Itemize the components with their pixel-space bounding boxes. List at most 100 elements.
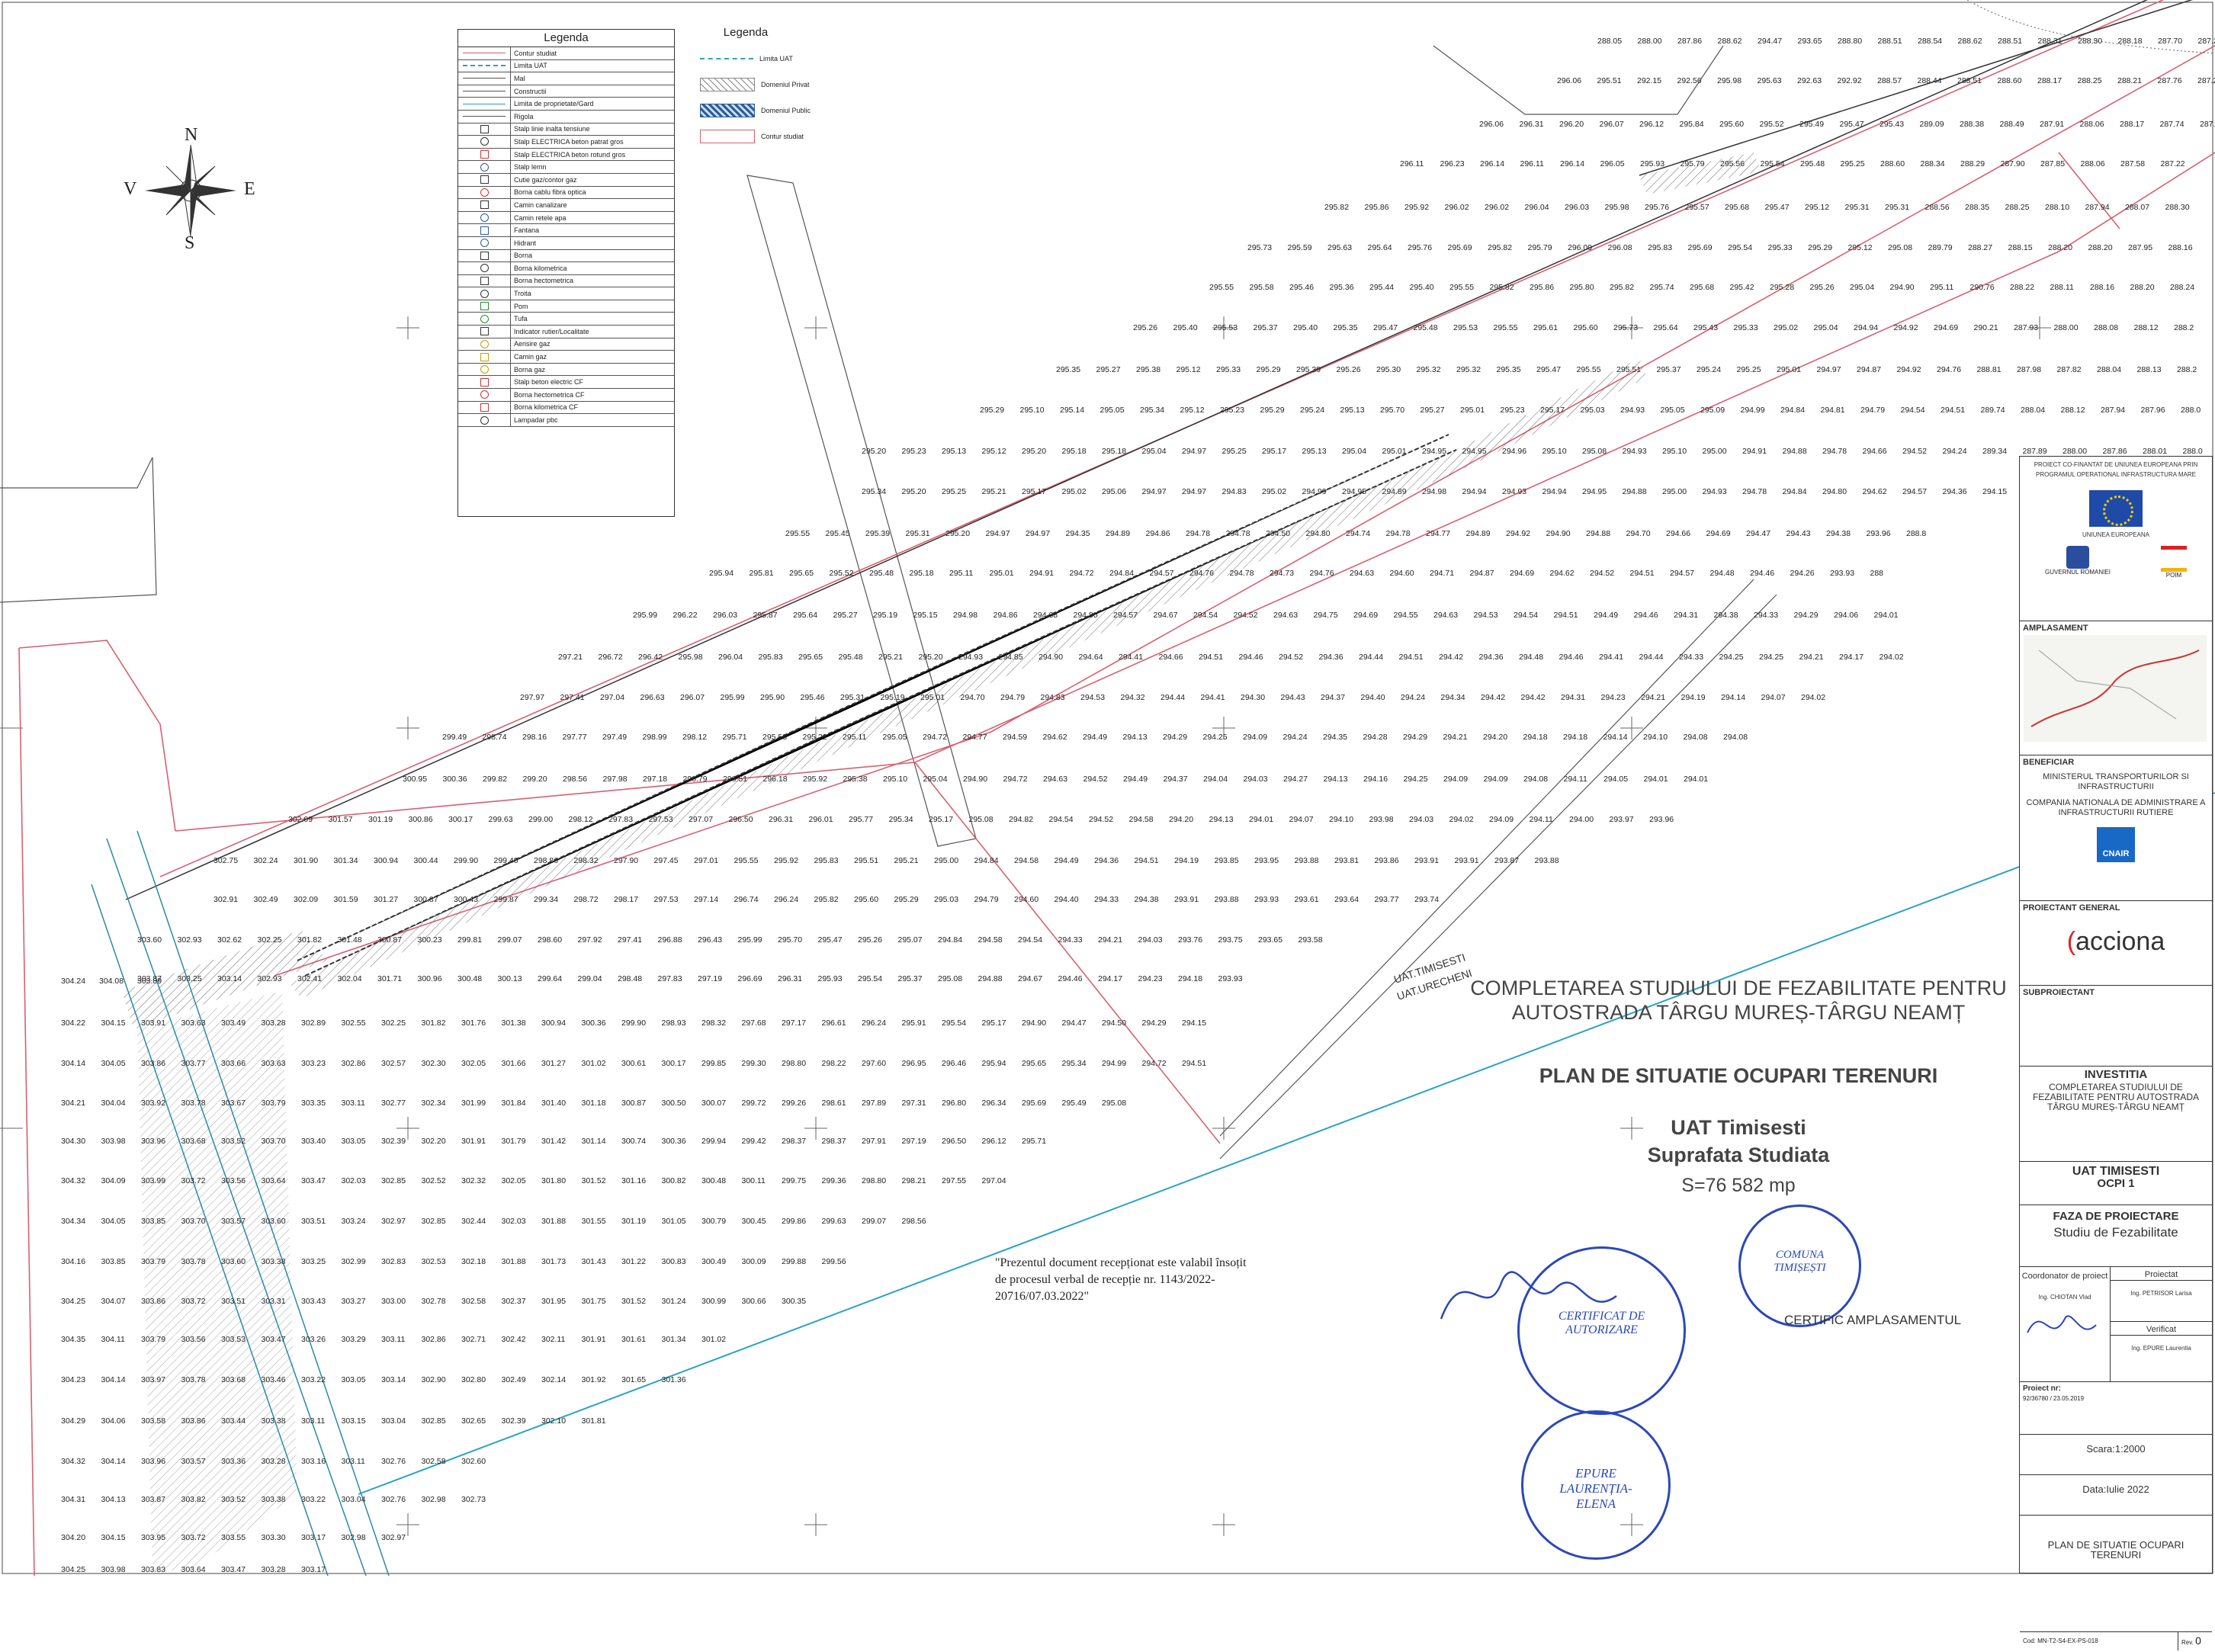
elevation-label: 303.11	[381, 1335, 405, 1344]
elevation-label: 303.68	[181, 1137, 206, 1146]
elevation-label: 295.82	[1610, 283, 1634, 292]
elevation-label: 294.68	[1033, 611, 1058, 620]
elevation-label: 294.90	[1038, 653, 1063, 662]
beneficiar-box: BENEFICIAR MINISTERUL TRANSPORTURILOR SI…	[2020, 755, 2212, 901]
elevation-label: 295.48	[1414, 323, 1438, 332]
elevation-label: 303.28	[262, 1018, 286, 1028]
elevation-label: 294.43	[1786, 529, 1811, 538]
elevation-label: 295.77	[849, 815, 873, 824]
elevation-label: 303.30	[262, 1533, 286, 1542]
elevation-label: 297.53	[654, 895, 679, 904]
elevation-label: 294.08	[1684, 733, 1708, 742]
elevation-label: 296.43	[698, 935, 722, 945]
elevation-label: 294.90	[1546, 529, 1571, 538]
elevation-label: 296.80	[942, 1099, 966, 1108]
elevation-label: 301.88	[541, 1217, 566, 1226]
elevation-label: 295.06	[1102, 487, 1126, 496]
elevation-label: 296.07	[1600, 120, 1624, 129]
elevation-label: 303.23	[301, 1059, 326, 1068]
elevation-label: 295.25	[1222, 447, 1247, 456]
elevation-label: 304.14	[61, 1059, 85, 1068]
elevation-label: 294.10	[1329, 815, 1353, 824]
legend-row: Limita UAT	[458, 60, 674, 73]
elevation-label: 294.09	[1443, 775, 1468, 784]
elevation-label: 294.09	[1484, 775, 1508, 784]
elevation-label: 295.47	[1536, 365, 1561, 374]
elevation-label: 300.94	[374, 856, 398, 865]
legend-label: Constructii	[511, 88, 547, 95]
elevation-label: 294.57	[1902, 487, 1927, 496]
elevation-label: 304.05	[101, 1059, 126, 1068]
elevation-label: 295.26	[858, 935, 882, 945]
elevation-label: 302.18	[461, 1257, 486, 1266]
elevation-label: 296.07	[680, 693, 705, 702]
elevation-label: 296.24	[862, 1018, 886, 1028]
legend-row: Borna cablu fibra optica	[458, 187, 674, 200]
elevation-label: 304.14	[101, 1375, 126, 1384]
elevation-label: 304.34	[61, 1217, 85, 1226]
elevation-label: 295.99	[721, 693, 745, 702]
elevation-label: 294.55	[1394, 611, 1418, 620]
elevation-label: 303.49	[221, 1018, 246, 1028]
elevation-label: 288.31	[2038, 37, 2063, 46]
elevation-label: 294.66	[1159, 653, 1183, 662]
proiectant-box: PROIECTANT GENERAL (acciona	[2020, 901, 2212, 986]
elevation-label: 298.37	[782, 1137, 806, 1146]
elevation-label: 295.43	[1693, 323, 1718, 332]
legend-symbol-icon	[458, 85, 511, 98]
legend2-label: Contur studiat	[761, 133, 804, 140]
elevation-label: 295.76	[1645, 203, 1669, 212]
elevation-label: 287.89	[2023, 447, 2047, 456]
elevation-label: 288.00	[2063, 447, 2087, 456]
elevation-label: 302.25	[258, 935, 282, 945]
elevation-label: 297.89	[862, 1099, 886, 1108]
elevation-label: 295.64	[793, 611, 817, 620]
elevation-label: 300.82	[662, 1176, 686, 1185]
elevation-label: 294.79	[1860, 406, 1885, 415]
elevation-label: 294.88	[1586, 529, 1610, 538]
elevation-label: 298.12	[569, 815, 593, 824]
elevation-label: 302.76	[381, 1457, 406, 1466]
elevation-label: 301.24	[662, 1297, 686, 1306]
elevation-label: 298.32	[574, 856, 599, 865]
elevation-label: 302.71	[461, 1335, 486, 1344]
elevation-label: 295.73	[1613, 323, 1638, 332]
elevation-label: 294.13	[1209, 815, 1234, 824]
elevation-label: 302.39	[381, 1137, 406, 1146]
elevation-label: 294.18	[1178, 974, 1202, 983]
elevation-label: 298.22	[822, 1059, 846, 1068]
elevation-label: 301.82	[422, 1018, 446, 1028]
legend-label: Stalp ELECTRICA beton rotund gros	[511, 151, 625, 159]
elevation-label: 300.94	[541, 1018, 566, 1028]
legend2-title: Legenda	[700, 26, 791, 39]
elevation-label: 294.78	[1386, 529, 1411, 538]
elevation-label: 303.31	[262, 1297, 286, 1306]
elevation-label: 288.80	[1838, 37, 1862, 46]
elevation-label: 295.12	[1180, 406, 1205, 415]
elevation-label: 294.33	[1679, 653, 1703, 662]
elevation-label: 294.89	[1382, 487, 1407, 496]
elevation-label: 303.51	[301, 1217, 326, 1226]
legend-symbol-icon	[458, 338, 511, 351]
elevation-label: 294.53	[1080, 693, 1105, 702]
elevation-label: 303.52	[221, 1495, 246, 1504]
elevation-label: 303.56	[181, 1335, 206, 1344]
elevation-label: 296.20	[1559, 120, 1584, 129]
elevation-label: 294.63	[1043, 775, 1067, 784]
elevation-label: 295.13	[942, 447, 966, 456]
elevation-label: 295.53	[1213, 323, 1238, 332]
elevation-label: 295.47	[1765, 203, 1790, 212]
elevation-label: 299.85	[701, 1059, 726, 1068]
elevation-label: 301.52	[621, 1297, 646, 1306]
elevation-label: 297.01	[694, 856, 718, 865]
elevation-label: 294.38	[1714, 611, 1738, 620]
elevation-label: 304.07	[101, 1297, 126, 1306]
legend-symbol-icon	[458, 98, 511, 110]
elevation-label: 294.90	[1022, 1018, 1046, 1028]
elevation-label: 295.05	[1100, 406, 1125, 415]
legend-symbol-icon	[458, 174, 511, 186]
legend-row: Camin gaz	[458, 351, 674, 364]
elevation-label: 295.58	[1250, 283, 1274, 292]
